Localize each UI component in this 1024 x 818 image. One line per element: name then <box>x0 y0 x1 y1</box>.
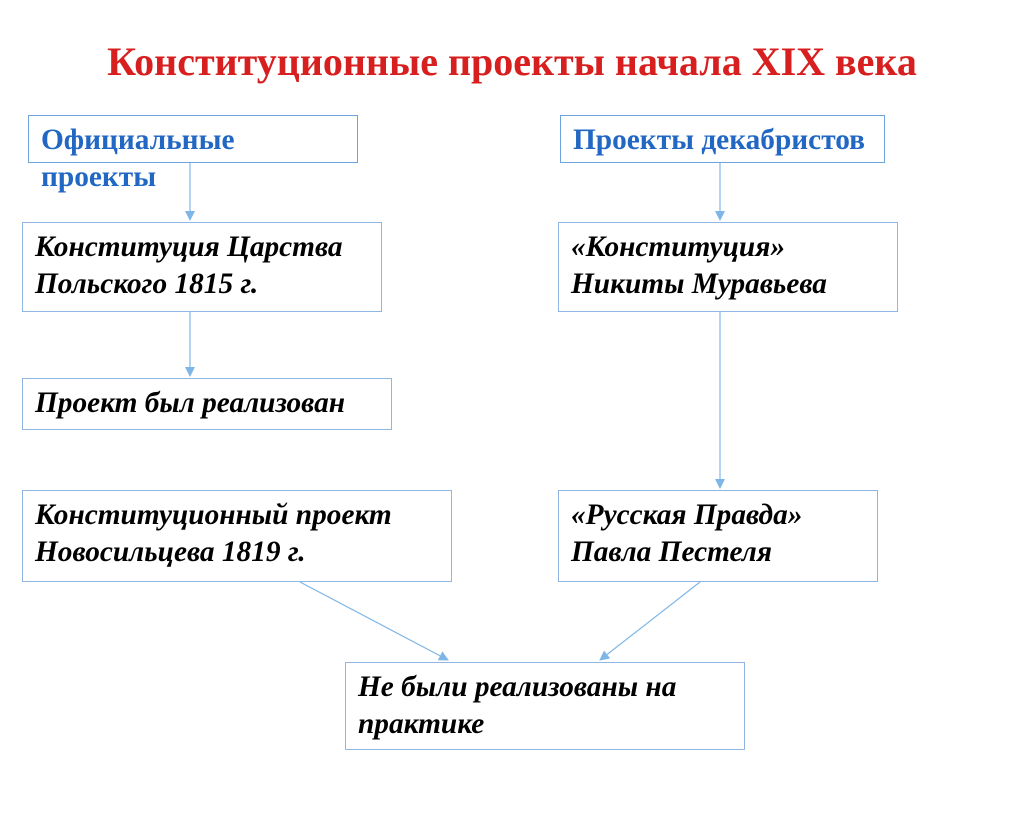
node-official-header: Официальные проекты <box>28 115 358 163</box>
node-novosiltsev: Конституционный проект Новосильцева 1819… <box>22 490 452 582</box>
node-muravyov-constitution: «Конституция» Никиты Муравьева <box>558 222 898 312</box>
node-pestel: «Русская Правда» Павла Пестеля <box>558 490 878 582</box>
node-poland-constitution: Конституция Царства Польского 1815 г. <box>22 222 382 312</box>
node-realized: Проект был реализован <box>22 378 392 430</box>
node-not-realized: Не были реализованы на практике <box>345 662 745 750</box>
page-title: Конституционные проекты начала XIX века <box>0 38 1024 85</box>
node-decembrist-header: Проекты декабристов <box>560 115 885 163</box>
diagram-stage: Конституционные проекты начала XIX века … <box>0 0 1024 818</box>
